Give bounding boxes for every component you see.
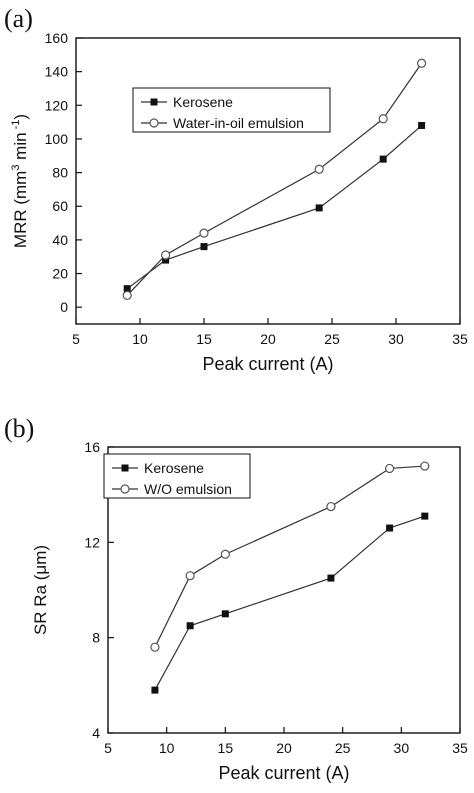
x-tick-label: 15 (218, 740, 234, 756)
legend-label: W/O emulsion (144, 481, 232, 497)
series-line-2 (154, 465, 425, 648)
data-point (186, 622, 194, 630)
x-tick-label: 30 (388, 331, 404, 347)
data-point (314, 164, 324, 174)
data-point (221, 610, 229, 618)
x-tick-label: 5 (104, 740, 112, 756)
x-tick-label: 10 (159, 740, 175, 756)
x-tick-label: 20 (276, 740, 292, 756)
data-point (378, 114, 388, 124)
y-tick-label: 0 (60, 299, 68, 315)
x-tick-label: 35 (452, 740, 468, 756)
legend-marker (121, 464, 129, 472)
data-point (150, 642, 160, 652)
data-point (199, 228, 209, 238)
x-axis-label: Peak current (A) (218, 763, 349, 783)
x-tick-label: 25 (324, 331, 340, 347)
data-point (386, 524, 394, 532)
y-axis-label-part: ) (11, 114, 30, 120)
y-tick-label: 80 (52, 165, 68, 181)
y-tick-label: 60 (52, 198, 68, 214)
data-point (421, 512, 429, 520)
chart-a-svg: 5 10 15 20 25 30 35 0 20 40 60 80 100 120 140 160 Peak c… (10, 30, 468, 374)
data-point (151, 686, 159, 694)
panel-label: (a) (4, 4, 33, 33)
chart-b-svg: 5 10 15 20 25 30 35 4 8 12 16 Peak current (A) SR Ra… (31, 439, 468, 783)
y-tick-label: 20 (52, 266, 68, 282)
data-point (162, 256, 170, 264)
x-tick-label: 30 (394, 740, 410, 756)
y-tick-label: 4 (92, 725, 100, 741)
x-axis-label: Peak current (A) (202, 354, 333, 374)
y-axis-label-part: MRR (mm (11, 171, 30, 248)
series-line-1 (154, 515, 425, 691)
data-point (385, 463, 395, 474)
data-point (379, 155, 387, 163)
plot-frame (75, 37, 461, 325)
y-tick-label: 40 (52, 232, 68, 248)
legend-marker (120, 484, 130, 494)
data-point (123, 285, 131, 293)
y-axis-label: SR Ra (μm) (31, 545, 50, 635)
data-point (315, 204, 323, 212)
y-tick-label: 100 (45, 131, 69, 147)
x-tick-label: 5 (72, 331, 80, 347)
legend-label: Water-in-oil emulsion (173, 115, 304, 131)
y-axis-label-part: min (11, 132, 30, 164)
x-tick-label: 15 (196, 331, 212, 347)
data-point (220, 549, 230, 559)
y-tick-label: 16 (84, 439, 100, 455)
data-point (200, 243, 208, 251)
data-point (327, 574, 335, 582)
y-tick-label: 12 (84, 534, 100, 550)
data-point (420, 461, 430, 471)
chart-panel-b: (b) 5 10 15 20 25 30 35 4 8 12 16 Peak current (A) S… (0, 400, 474, 793)
y-tick-label: 8 (92, 630, 100, 646)
y-axis-label-superscript: -1 (10, 120, 22, 133)
panel-label: (b) (4, 414, 35, 443)
legend-label: Kerosene (173, 94, 233, 110)
legend-marker (149, 118, 159, 128)
legend-marker (150, 98, 158, 106)
data-point (417, 58, 427, 68)
series-line-2 (126, 62, 423, 296)
series-line-1 (126, 125, 422, 290)
x-tick-label: 35 (452, 331, 468, 347)
data-point (122, 290, 132, 300)
y-axis-label: MRR (mm3 min -1) (10, 114, 30, 248)
x-tick-label: 25 (335, 740, 351, 756)
data-point (161, 250, 171, 260)
x-tick-label: 10 (132, 331, 148, 347)
y-tick-label: 160 (45, 30, 69, 46)
data-point (326, 501, 336, 512)
legend-label: Kerosene (144, 460, 204, 476)
data-point (418, 121, 426, 129)
chart-panel-a: (a) 5 10 15 20 25 30 35 0 20 40 60 80 100 120 140 160 Pe… (4, 4, 468, 374)
y-tick-label: 140 (45, 64, 69, 80)
x-tick-label: 20 (260, 331, 276, 347)
y-axis-label-superscript: 3 (10, 165, 22, 171)
legend-box (132, 87, 331, 133)
y-tick-label: 120 (45, 97, 69, 113)
data-point (185, 571, 195, 581)
